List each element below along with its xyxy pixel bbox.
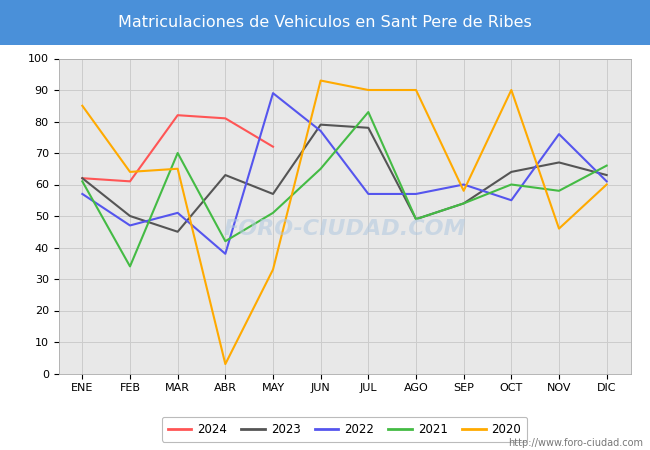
Text: FORO-CIUDAD.COM: FORO-CIUDAD.COM — [223, 219, 466, 238]
Legend: 2024, 2023, 2022, 2021, 2020: 2024, 2023, 2022, 2021, 2020 — [162, 417, 527, 441]
Text: http://www.foro-ciudad.com: http://www.foro-ciudad.com — [508, 438, 644, 448]
Text: Matriculaciones de Vehiculos en Sant Pere de Ribes: Matriculaciones de Vehiculos en Sant Per… — [118, 15, 532, 30]
